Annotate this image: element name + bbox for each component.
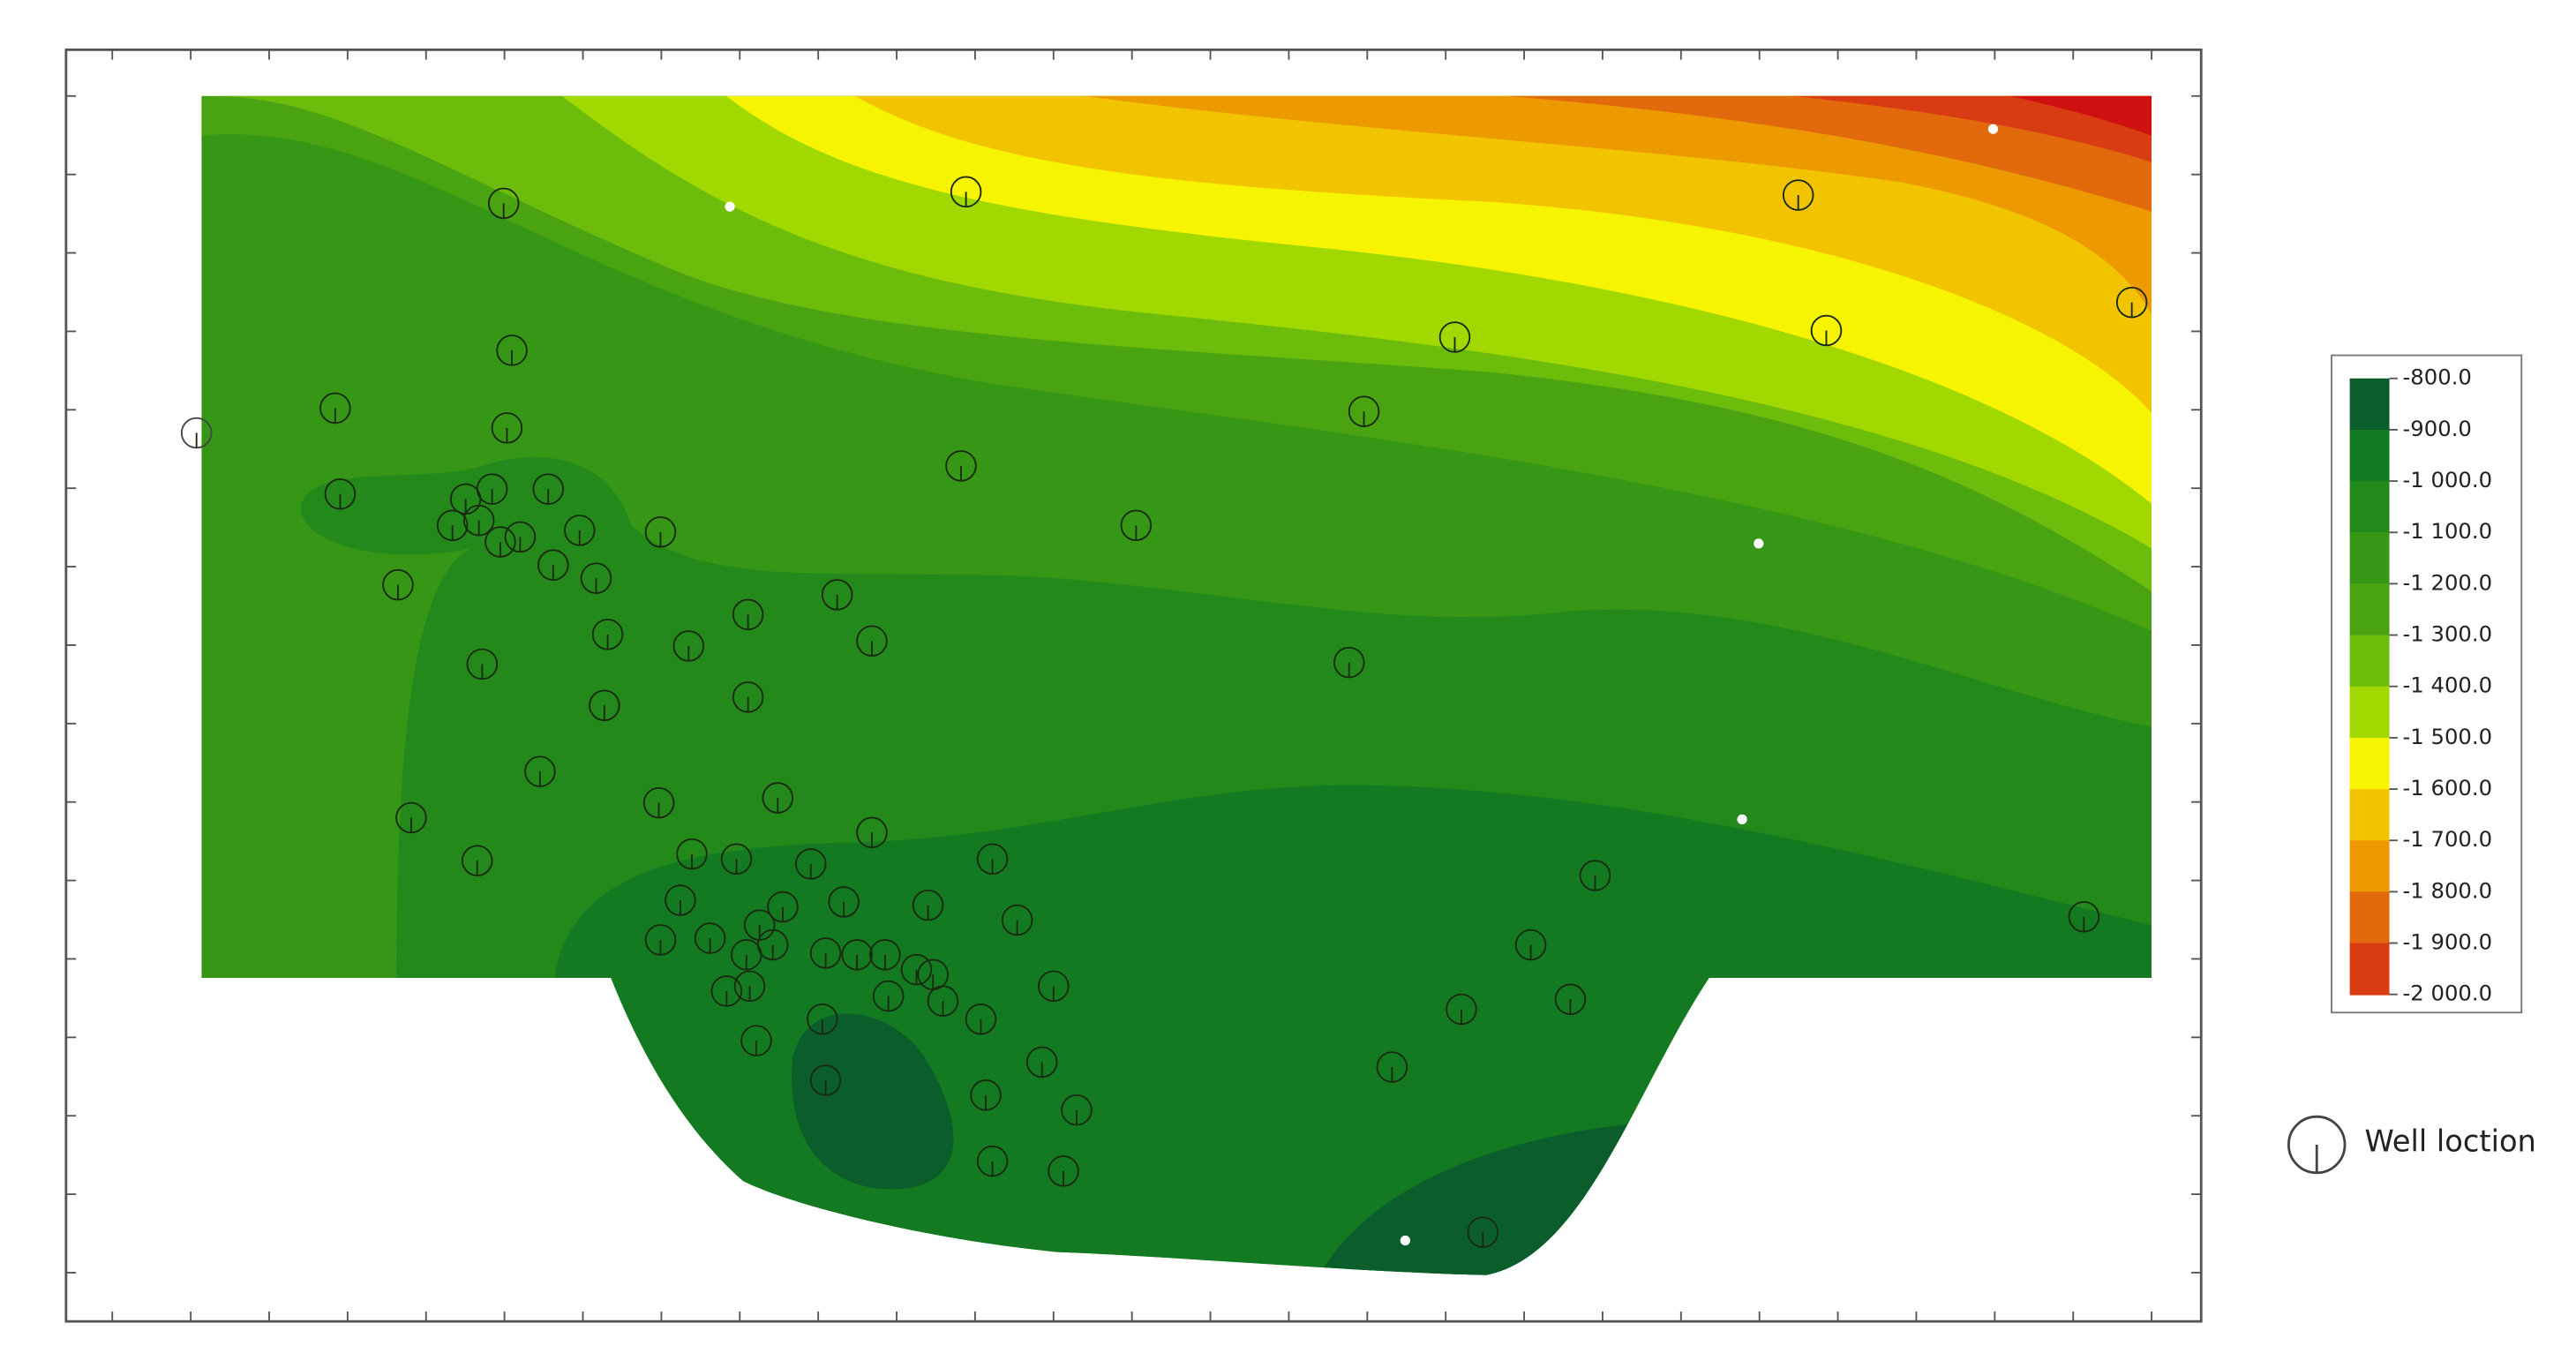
white-point	[725, 201, 735, 212]
well-legend-label: Well loction	[2364, 1124, 2535, 1159]
legend-swatch	[2349, 686, 2390, 739]
legend-swatch	[2349, 583, 2390, 636]
white-point	[1987, 124, 1999, 134]
legend-label: -1 100.0	[2403, 518, 2493, 544]
legend-swatch	[2349, 891, 2390, 944]
legend-swatch	[2349, 789, 2390, 842]
legend-label: -1 800.0	[2403, 877, 2493, 903]
legend-label: -1 500.0	[2403, 724, 2493, 749]
legend-label: -2 000.0	[2403, 981, 2493, 1006]
band	[1948, 95, 2152, 136]
legend-label: -900.0	[2403, 416, 2472, 441]
white-point	[1754, 538, 1764, 549]
legend-label: -1 400.0	[2403, 673, 2493, 698]
legend-label: -1 000.0	[2403, 467, 2493, 492]
legend-swatch	[2349, 429, 2390, 483]
legend-label: -1 600.0	[2403, 775, 2493, 801]
legend-swatch	[2349, 635, 2390, 688]
white-point	[1400, 1235, 1410, 1246]
legend-swatch	[2349, 378, 2390, 431]
band	[791, 1013, 954, 1190]
frame-ticks	[65, 49, 2202, 1322]
legend-swatch	[2349, 481, 2390, 534]
legend-label: -1 700.0	[2403, 826, 2493, 852]
legend-label: -800.0	[2403, 365, 2472, 390]
legend-label: -1 200.0	[2403, 569, 2493, 595]
legend-label: -1 900.0	[2403, 929, 2493, 955]
legend-swatch	[2349, 532, 2390, 585]
white-point	[1737, 814, 1747, 824]
legend: -800.0 -900.0 -1 000.0 -1 100.0 -1 200.0 -1 3…	[2349, 365, 2493, 1006]
wells	[180, 124, 2148, 1248]
band	[495, 785, 2152, 1275]
legend-label: -1 300.0	[2403, 621, 2493, 647]
legend-swatch	[2349, 840, 2390, 893]
legend-swatch	[2349, 943, 2390, 996]
map-frame	[64, 48, 2203, 1323]
legend-swatch	[2349, 737, 2390, 790]
contour-bands	[201, 95, 2152, 1275]
well	[950, 176, 982, 208]
